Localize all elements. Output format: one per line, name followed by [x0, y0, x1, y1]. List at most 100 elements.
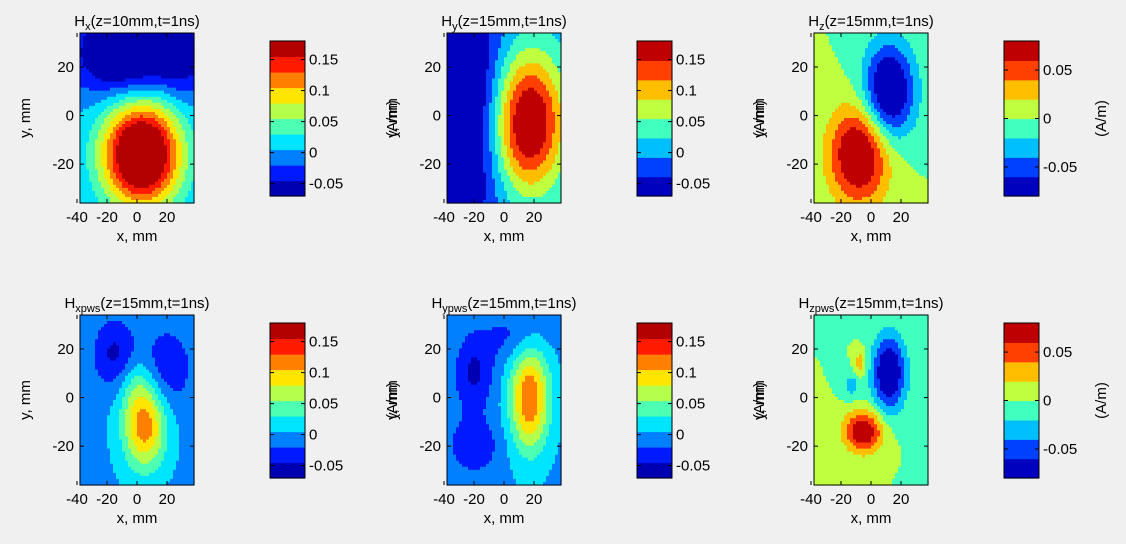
- contour-cell: [844, 136, 848, 140]
- contour-cell: [838, 190, 842, 195]
- contour-cell: [820, 154, 824, 159]
- contour-cell: [164, 87, 168, 92]
- contour-cell: [140, 75, 144, 80]
- contour-cell: [516, 99, 520, 104]
- contour-cell: [528, 118, 532, 122]
- contour-cell: [110, 72, 114, 77]
- contour-cell: [829, 196, 833, 201]
- contour-cell: [80, 181, 84, 186]
- contour-cell: [543, 172, 547, 177]
- contour-cell: [540, 39, 544, 43]
- y-tick-label: 20: [57, 59, 74, 76]
- contour-cell: [134, 93, 138, 98]
- contour-cell: [817, 157, 821, 162]
- contour-cell: [835, 81, 839, 86]
- contour-cell: [558, 175, 562, 180]
- contour-cell: [104, 114, 108, 119]
- contour-cell: [158, 181, 162, 186]
- contour-cell: [531, 87, 535, 92]
- contour-cell: [540, 166, 544, 171]
- contour-cell: [110, 102, 114, 107]
- contour-cell: [492, 166, 496, 171]
- contour-cell: [131, 151, 135, 156]
- contour-cell: [537, 178, 541, 183]
- contour-cell: [543, 154, 547, 159]
- contour-cell: [158, 75, 162, 80]
- contour-cell: [462, 33, 466, 37]
- contour-cell: [161, 99, 165, 104]
- contour-cell: [149, 114, 153, 119]
- contour-cell: [495, 111, 499, 116]
- contour-cell: [510, 114, 514, 119]
- contour-cell: [137, 127, 141, 131]
- contour-cell: [504, 108, 508, 113]
- contour-cell: [450, 54, 454, 58]
- contour-cell: [191, 87, 195, 92]
- contour-cell: [844, 114, 848, 119]
- contour-cell: [543, 124, 547, 128]
- contour-cell: [489, 139, 493, 143]
- contour-cell: [814, 105, 818, 110]
- contour-cell: [92, 136, 96, 140]
- contour-cell: [116, 69, 120, 74]
- contour-cell: [495, 108, 499, 113]
- contour-cell: [525, 72, 529, 77]
- contour-cell: [495, 54, 499, 58]
- contour-cell: [98, 48, 102, 52]
- contour-cell: [832, 184, 836, 189]
- contour-cell: [552, 193, 556, 198]
- contour-cell: [462, 121, 466, 125]
- contour-cell: [191, 99, 195, 104]
- contour-cell: [131, 181, 135, 186]
- contour-cell: [149, 178, 153, 183]
- contour-cell: [140, 118, 144, 122]
- contour-cell: [134, 154, 138, 159]
- contour-cell: [552, 57, 556, 61]
- contour-cell: [465, 60, 469, 64]
- contour-cell: [522, 48, 526, 52]
- contour-cell: [95, 124, 99, 128]
- contour-cell: [817, 84, 821, 89]
- contour-cell: [113, 124, 117, 128]
- contour-cell: [125, 66, 129, 71]
- contour-cell: [155, 39, 159, 43]
- contour-cell: [80, 145, 84, 149]
- contour-cell: [179, 36, 183, 40]
- contour-cell: [820, 121, 824, 125]
- contour-cell: [552, 60, 556, 64]
- contour-cell: [453, 99, 457, 104]
- contour-cell: [516, 48, 520, 52]
- contour-cell: [173, 175, 177, 180]
- contour-cell: [170, 60, 174, 64]
- contour-cell: [86, 172, 90, 177]
- contour-cell: [119, 54, 123, 58]
- contour-cell: [546, 196, 550, 201]
- contour-cell: [543, 196, 547, 201]
- contour-cell: [504, 36, 508, 40]
- contour-cell: [468, 78, 472, 83]
- contour-cell: [92, 78, 96, 83]
- contour-cell: [486, 102, 490, 107]
- contour-cell: [507, 190, 511, 195]
- contour-cell: [462, 193, 466, 198]
- contour-cell: [134, 163, 138, 168]
- contour-cell: [480, 96, 484, 101]
- contour-cell: [158, 51, 162, 55]
- contour-cell: [92, 187, 96, 192]
- contour-cell: [546, 130, 550, 134]
- contour-cell: [474, 75, 478, 80]
- contour-cell: [513, 114, 517, 119]
- contour-cell: [101, 90, 105, 95]
- contour-cell: [152, 199, 156, 204]
- contour-cell: [122, 99, 126, 104]
- contour-cell: [471, 157, 475, 162]
- contour-cell: [89, 118, 93, 122]
- contour-cell: [152, 66, 156, 71]
- contour-cell: [558, 127, 562, 131]
- contour-cell: [498, 48, 502, 52]
- contour-cell: [86, 124, 90, 128]
- contour-cell: [125, 60, 129, 64]
- contour-cell: [143, 199, 147, 204]
- contour-cell: [98, 69, 102, 74]
- contour-cell: [528, 60, 532, 64]
